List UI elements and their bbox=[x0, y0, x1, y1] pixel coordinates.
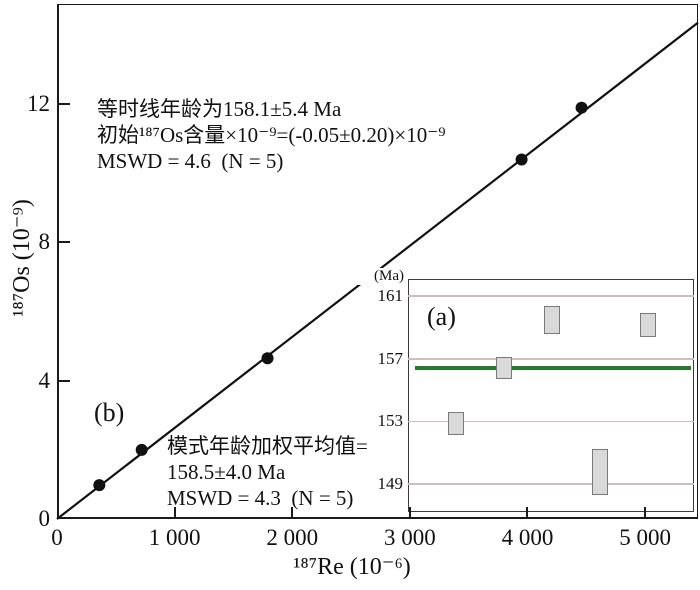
sample-error-box bbox=[496, 357, 512, 380]
x-axis-tick-label: 0 bbox=[51, 525, 63, 550]
y-axis-tick bbox=[59, 241, 70, 244]
inset-gridline bbox=[408, 358, 694, 360]
inset-gridline bbox=[408, 295, 694, 297]
x-axis-tick bbox=[644, 507, 647, 519]
y-axis-tick-label: 12 bbox=[27, 91, 50, 117]
model-age-value-line: 158.5±4.0 Ma bbox=[167, 460, 286, 484]
sample-error-box bbox=[640, 313, 656, 337]
isochron-age-line: 等时线年龄为158.1±5.4 Ma bbox=[97, 97, 342, 121]
initial-os-line: 初始¹⁸⁷Os含量×10⁻⁹=(-0.05±0.20)×10⁻⁹ bbox=[97, 123, 446, 147]
inset-y-tick-label: 157 bbox=[377, 348, 404, 368]
model-age-title-line: 模式年龄加权平均值= bbox=[167, 434, 368, 458]
x-axis-tick bbox=[526, 507, 529, 519]
x-axis-tick-label: 5 000 bbox=[619, 525, 671, 550]
x-axis-tick-label: 4 000 bbox=[501, 525, 554, 550]
y-axis-tick bbox=[59, 379, 70, 382]
inset-y-tick-label: 161 bbox=[377, 286, 404, 306]
inset-y-axis-unit-label: (Ma) bbox=[358, 268, 404, 285]
x-axis-tick bbox=[173, 507, 176, 519]
panel-label-b: (b) bbox=[94, 398, 125, 427]
x-axis-tick-label: 2 000 bbox=[266, 525, 319, 550]
y-axis-title: ¹⁸⁷Os (10⁻⁹) bbox=[9, 199, 35, 317]
sample-error-box bbox=[448, 411, 464, 436]
x-axis-tick-label: 3 000 bbox=[383, 525, 436, 550]
x-axis-tick-label: 1 000 bbox=[148, 525, 201, 550]
x-axis-title: ¹⁸⁷Re (10⁻⁶) bbox=[293, 554, 411, 580]
inset-y-tick-label: 149 bbox=[377, 473, 404, 493]
y-axis-tick-label: 4 bbox=[38, 367, 51, 393]
model-age-annotation: 模式年龄加权平均值= 158.5±4.0 Ma MSWD = 4.3 (N = … bbox=[167, 433, 368, 511]
inset-y-tick-label: 153 bbox=[377, 411, 404, 431]
weighted-mean-line bbox=[415, 366, 691, 370]
y-axis-tick-label: 0 bbox=[38, 506, 51, 531]
sample-error-box bbox=[592, 449, 608, 495]
x-axis-tick bbox=[291, 507, 294, 519]
sample-error-box bbox=[544, 305, 560, 334]
model-age-mswd-line: MSWD = 4.3 (N = 5) bbox=[167, 486, 354, 510]
inset-gridline bbox=[408, 483, 694, 485]
panel-label-a: (a) bbox=[427, 302, 456, 331]
isochron-mswd-line: MSWD = 4.6 (N = 5) bbox=[97, 149, 284, 173]
x-axis-tick bbox=[408, 507, 411, 519]
y-axis-tick-label: 8 bbox=[38, 229, 51, 255]
y-axis-tick bbox=[59, 103, 70, 106]
isochron-stats-annotation: 等时线年龄为158.1±5.4 Ma 初始¹⁸⁷Os含量×10⁻⁹=(-0.05… bbox=[97, 96, 446, 174]
